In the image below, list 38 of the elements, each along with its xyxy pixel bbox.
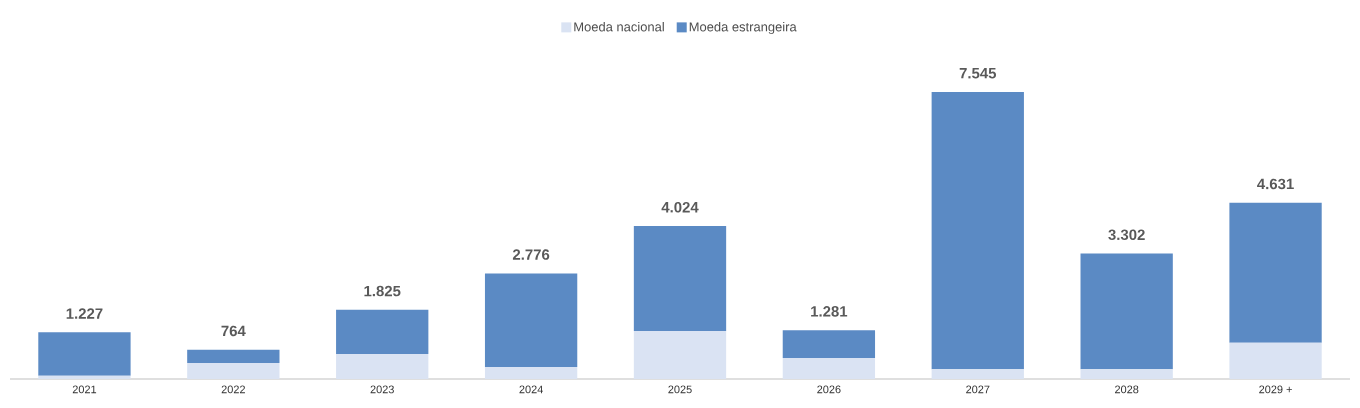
legend-label: Moeda estrangeira	[689, 21, 797, 34]
annotation: 4.631	[1257, 178, 1294, 190]
bar	[187, 362, 280, 379]
bar	[931, 92, 1024, 370]
annotation: 2.776	[512, 249, 550, 260]
bar	[1229, 342, 1322, 379]
bar	[931, 369, 1024, 379]
x-tick-label: 2022	[221, 385, 245, 394]
annotation: 3.302	[1108, 229, 1145, 241]
x-tick-label: 2026	[817, 385, 841, 394]
bar	[1080, 369, 1173, 379]
x-tick-label: 2027	[966, 385, 990, 394]
annotation: 1.825	[364, 285, 401, 297]
bar	[484, 273, 578, 367]
bar	[782, 358, 876, 379]
bar	[782, 330, 876, 359]
bar	[633, 226, 727, 332]
x-tick-label: 2028	[1115, 385, 1139, 394]
legend-label: Moeda nacional	[574, 21, 664, 32]
x-tick-label: 2029 +	[1259, 385, 1292, 394]
annotation: 1.281	[811, 306, 848, 317]
bar	[336, 354, 429, 379]
bar	[187, 349, 280, 363]
x-tick-label: 2023	[370, 385, 394, 394]
x-tick-label: 2024	[519, 385, 543, 394]
bar	[1080, 253, 1173, 370]
bar	[633, 331, 727, 379]
annotation: 4.024	[661, 201, 699, 213]
bar	[1229, 202, 1322, 343]
annotation: 764	[221, 325, 246, 337]
bar	[484, 366, 578, 379]
annotation: 7.545	[959, 68, 997, 79]
bar	[38, 332, 131, 376]
bar	[38, 375, 131, 379]
x-tick-label: 2021	[72, 385, 97, 394]
x-tick-label: 2025	[668, 385, 692, 394]
bar	[336, 309, 429, 355]
annotation: 1.227	[66, 308, 103, 319]
